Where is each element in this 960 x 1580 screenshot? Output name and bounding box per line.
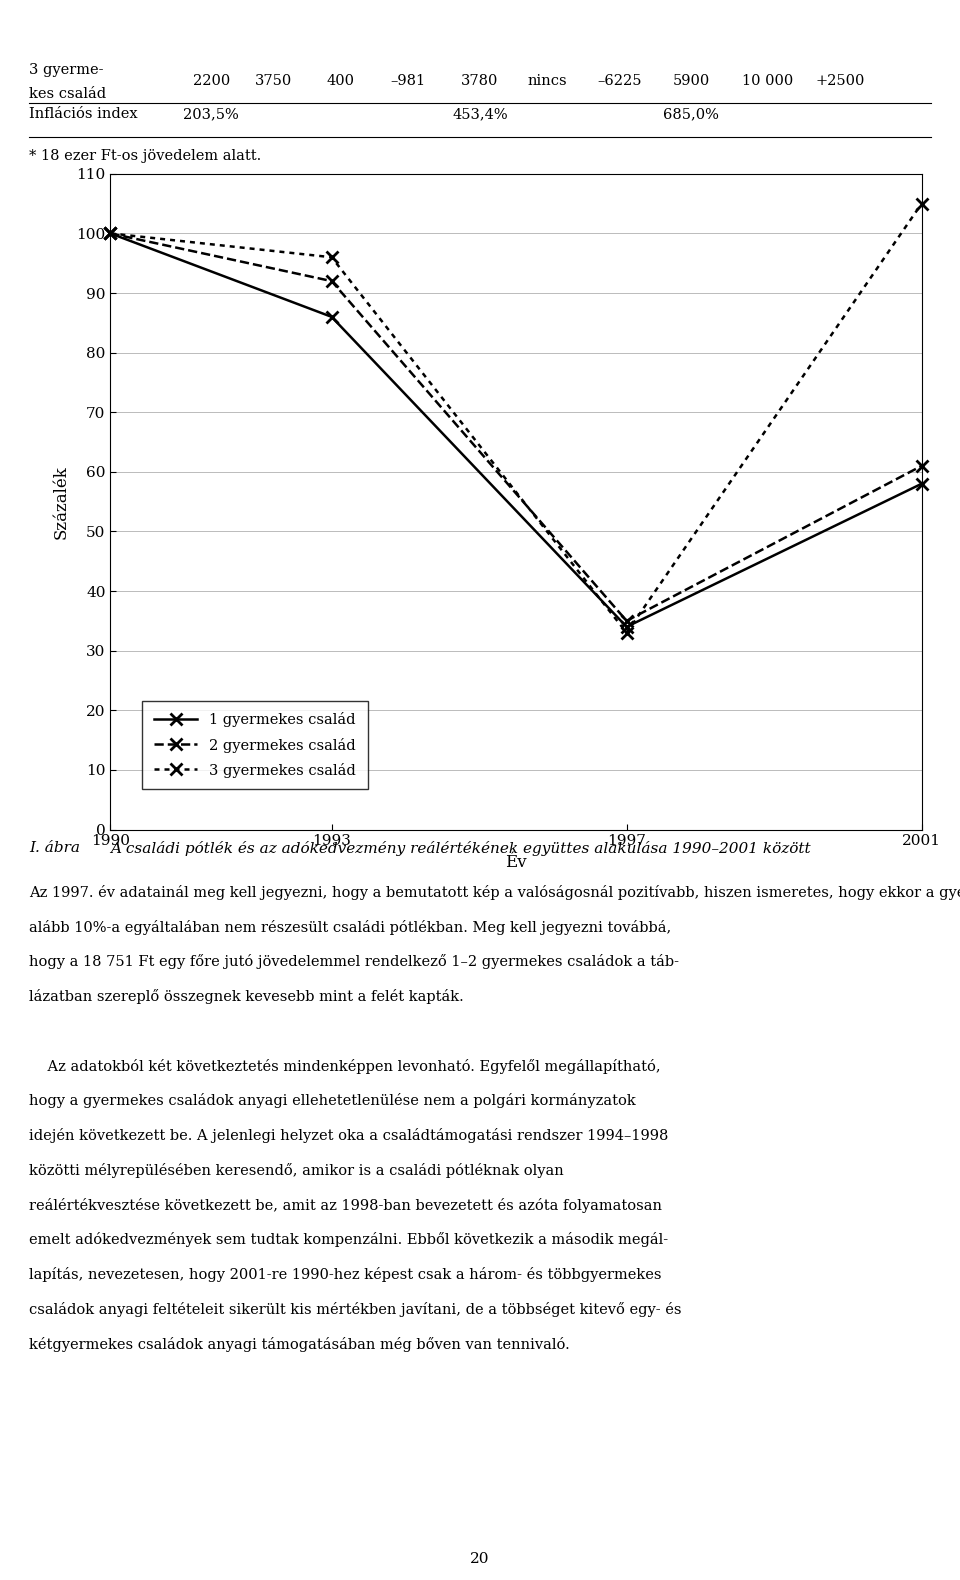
3 gyermekes család <box>105 224 116 243</box>
Text: I. ábra: I. ábra <box>29 841 80 855</box>
2 gyermekes család <box>916 457 927 476</box>
1 gyermekes család <box>621 618 633 637</box>
Text: 2200: 2200 <box>193 74 229 88</box>
2 gyermekes család <box>621 611 633 630</box>
Text: –981: –981 <box>391 74 425 88</box>
Text: nincs: nincs <box>527 74 567 88</box>
Text: emelt adókedvezmények sem tudtak kompenzálni. Ebből következik a második megál-: emelt adókedvezmények sem tudtak kompenz… <box>29 1232 668 1247</box>
2 gyermekes család <box>105 224 116 243</box>
2 gyermekes család <box>325 272 337 291</box>
Text: Az 1997. év adatainál meg kell jegyezni, hogy a bemutatott kép a valóságosnál po: Az 1997. év adatainál meg kell jegyezni,… <box>29 885 960 899</box>
Text: 3 gyerme-: 3 gyerme- <box>29 63 104 77</box>
Text: 453,4%: 453,4% <box>452 107 508 122</box>
1 gyermekes család <box>916 474 927 493</box>
X-axis label: Év: Év <box>505 853 527 871</box>
Text: családok anyagi feltételeit sikerült kis mértékben javítani, de a többséget kite: családok anyagi feltételeit sikerült kis… <box>29 1302 682 1316</box>
Text: Inflációs index: Inflációs index <box>29 107 137 122</box>
Text: 10 000: 10 000 <box>742 74 794 88</box>
Text: Az adatokból két következtetés mindenképpen levonható. Egyfelől megállapítható,: Az adatokból két következtetés mindenkép… <box>29 1059 660 1073</box>
Text: lapítás, nevezetesen, hogy 2001-re 1990-hez képest csak a három- és többgyermeke: lapítás, nevezetesen, hogy 2001-re 1990-… <box>29 1267 661 1281</box>
Text: 685,0%: 685,0% <box>663 107 719 122</box>
Text: 203,5%: 203,5% <box>183 107 239 122</box>
Text: 400: 400 <box>326 74 355 88</box>
Text: reálértékvesztése következett be, amit az 1998-ban bevezetett és azóta folyamato: reálértékvesztése következett be, amit a… <box>29 1198 661 1212</box>
Legend: 1 gyermekes család, 2 gyermekes család, 3 gyermekes család: 1 gyermekes család, 2 gyermekes család, … <box>142 700 368 790</box>
3 gyermekes család <box>325 248 337 267</box>
Text: hogy a gyermekes családok anyagi ellehetetlenülése nem a polgári kormányzatok: hogy a gyermekes családok anyagi ellehet… <box>29 1093 636 1108</box>
Text: –6225: –6225 <box>597 74 641 88</box>
Text: közötti mélyrepülésében keresendő, amikor is a családi pótléknak olyan: közötti mélyrepülésében keresendő, amiko… <box>29 1163 564 1177</box>
Text: kes család: kes család <box>29 87 106 101</box>
Text: lázatban szereplő összegnek kevesebb mint a felét kapták.: lázatban szereplő összegnek kevesebb min… <box>29 989 464 1003</box>
Text: alább 10%-a egyáltalában nem részesült családi pótlékban. Meg kell jegyezni tová: alább 10%-a egyáltalában nem részesült c… <box>29 920 671 934</box>
Text: * 18 ezer Ft-os jövedelem alatt.: * 18 ezer Ft-os jövedelem alatt. <box>29 149 261 163</box>
Text: +2500: +2500 <box>815 74 865 88</box>
Y-axis label: Százalék: Százalék <box>53 465 69 539</box>
Text: 5900: 5900 <box>673 74 709 88</box>
3 gyermekes család <box>916 194 927 213</box>
1 gyermekes család <box>105 224 116 243</box>
Text: idején következett be. A jelenlegi helyzet oka a családtámogatási rendszer 1994–: idején következett be. A jelenlegi helyz… <box>29 1128 668 1142</box>
Text: kétgyermekes családok anyagi támogatásában még bőven van tennivaló.: kétgyermekes családok anyagi támogatásáb… <box>29 1337 569 1351</box>
Text: 3750: 3750 <box>255 74 292 88</box>
Line: 3 gyermekes család: 3 gyermekes család <box>104 198 928 638</box>
Text: 20: 20 <box>470 1552 490 1566</box>
Text: A családi pótlék és az adókedvezmény reálértékének együttes alakulása 1990–2001 : A családi pótlék és az adókedvezmény reá… <box>110 841 811 855</box>
Text: 3780: 3780 <box>462 74 498 88</box>
Line: 1 gyermekes család: 1 gyermekes család <box>104 228 928 634</box>
3 gyermekes család <box>621 624 633 643</box>
Text: hogy a 18 751 Ft egy főre jutó jövedelemmel rendelkező 1–2 gyermekes családok a : hogy a 18 751 Ft egy főre jutó jövedelem… <box>29 954 679 969</box>
Line: 2 gyermekes család: 2 gyermekes család <box>104 228 928 627</box>
1 gyermekes család <box>325 308 337 327</box>
